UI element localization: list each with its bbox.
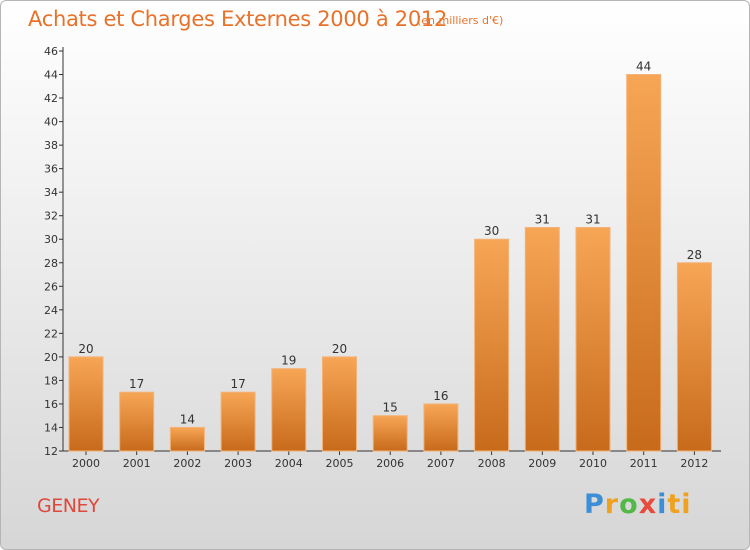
- unit-note: (en milliers d'€): [417, 14, 504, 27]
- x-tick-label: 2007: [427, 457, 455, 470]
- data-label: 30: [484, 224, 499, 238]
- x-tick-label: 2001: [123, 457, 151, 470]
- data-label: 20: [78, 342, 93, 356]
- x-tick-label: 2009: [528, 457, 556, 470]
- bar: [169, 426, 205, 452]
- y-tick-label: 38: [44, 139, 58, 152]
- y-tick-label: 16: [44, 398, 58, 411]
- x-tick-label: 2000: [72, 457, 100, 470]
- x-tick-label: 2010: [579, 457, 607, 470]
- data-label: 19: [281, 354, 296, 368]
- bar: [575, 226, 611, 452]
- data-label: 44: [636, 60, 651, 74]
- y-tick-label: 40: [44, 116, 58, 129]
- data-label: 15: [383, 401, 398, 415]
- bar: [423, 403, 459, 452]
- y-tick-label: 12: [44, 445, 58, 458]
- y-tick-label: 18: [44, 374, 58, 387]
- logo-letter: x: [638, 489, 658, 520]
- bar: [322, 356, 357, 452]
- bar: [676, 262, 712, 452]
- y-tick-label: 42: [44, 92, 58, 105]
- bar: [119, 391, 155, 452]
- logo-letter: i: [657, 489, 668, 520]
- x-tick-label: 2011: [630, 457, 658, 470]
- y-tick-label: 34: [44, 186, 58, 199]
- bar: [372, 415, 408, 452]
- y-tick-label: 20: [44, 351, 58, 364]
- y-tick-label: 44: [44, 69, 58, 82]
- proxiti-logo[interactable]: Proxiti: [584, 489, 692, 520]
- x-tick-label: 2006: [376, 457, 404, 470]
- x-tick-label: 2005: [326, 457, 354, 470]
- data-label: 31: [535, 212, 550, 226]
- y-tick-label: 32: [44, 210, 58, 223]
- bar: [271, 368, 307, 452]
- logo-letter: o: [619, 489, 639, 520]
- x-tick-label: 2003: [224, 457, 252, 470]
- data-label: 20: [332, 342, 347, 356]
- bar: [68, 356, 104, 452]
- logo-letter: ti: [667, 489, 692, 520]
- data-label: 31: [585, 212, 600, 226]
- data-label: 28: [687, 248, 702, 262]
- y-tick-label: 26: [44, 280, 58, 293]
- bar: [220, 391, 256, 452]
- data-label: 14: [180, 412, 195, 426]
- data-label: 17: [129, 377, 144, 391]
- x-tick-label: 2004: [275, 457, 303, 470]
- bar: [626, 74, 662, 452]
- bar: [524, 226, 560, 452]
- y-tick-label: 30: [44, 233, 58, 246]
- y-tick-label: 28: [44, 257, 58, 270]
- chart-title: Achats et Charges Externes 2000 à 2012: [28, 7, 448, 31]
- y-tick-label: 14: [44, 421, 58, 434]
- place-name: GENEY: [37, 495, 100, 517]
- x-tick-label: 2002: [173, 457, 201, 470]
- data-label: 17: [230, 377, 245, 391]
- y-tick-label: 22: [44, 327, 58, 340]
- x-tick-label: 2012: [680, 457, 708, 470]
- y-tick-label: 36: [44, 163, 58, 176]
- bar: [474, 238, 510, 452]
- y-tick-label: 24: [44, 304, 58, 317]
- data-label: 16: [433, 389, 448, 403]
- x-tick-label: 2008: [478, 457, 506, 470]
- logo-letter: P: [584, 489, 605, 520]
- logo-letter: r: [604, 489, 620, 520]
- y-tick-label: 46: [44, 45, 58, 58]
